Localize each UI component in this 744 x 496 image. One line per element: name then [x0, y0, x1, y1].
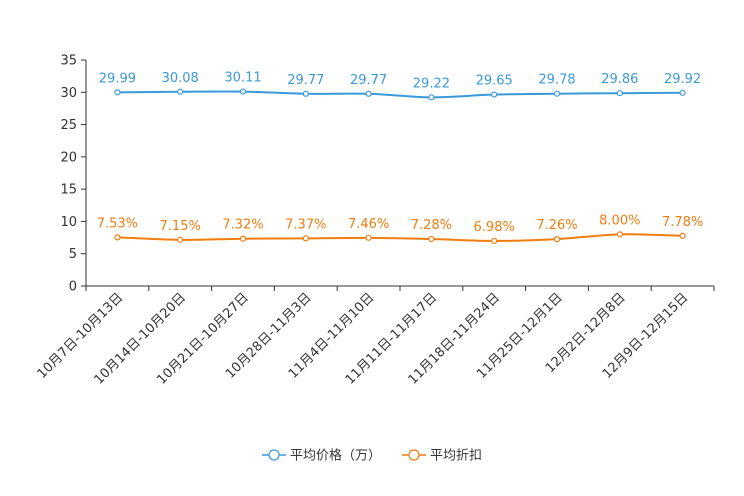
data-point [616, 90, 623, 97]
data-label: 7.26% [536, 218, 577, 233]
data-label: 7.46% [348, 217, 389, 232]
series-line [117, 90, 683, 99]
data-point [365, 90, 372, 97]
data-point [302, 90, 309, 97]
data-label: 7.78% [662, 215, 703, 230]
data-label: 30.11 [224, 71, 261, 86]
legend-marker [408, 449, 420, 461]
data-label: 29.77 [287, 73, 324, 88]
data-label: 29.77 [350, 73, 387, 88]
legend-label: 平均折扣 [430, 449, 482, 464]
data-point [553, 236, 561, 243]
series-layer: 29.99 30.08 30.11 29.77 29.77 29.22 29.65 29.78… [97, 71, 703, 245]
y-tick-label: 10 [60, 215, 77, 230]
data-point [114, 234, 121, 241]
data-label: 7.37% [285, 217, 326, 232]
data-point [616, 231, 623, 238]
data-point [177, 88, 184, 95]
y-tick-label: 35 [60, 54, 77, 69]
x-axis: 10月7日-10月13日10月14日-10月20日10月21日-10月27日10… [35, 285, 715, 388]
data-point [679, 232, 686, 239]
data-point [491, 91, 498, 98]
data-label: 7.53% [97, 216, 138, 231]
y-tick-label: 30 [60, 86, 77, 101]
series-1: 7.53% 7.15% 7.32% 7.37% 7.46% 7.28% 6.98% 7.26%… [97, 213, 703, 245]
data-label: 6.98% [474, 220, 515, 235]
data-label: 7.28% [411, 218, 452, 233]
y-axis: 0 5 10 15 20 25 30 35 [60, 54, 87, 295]
data-label: 29.65 [476, 74, 513, 89]
y-tick-label: 25 [60, 118, 77, 133]
data-point [239, 235, 247, 242]
data-label: 29.92 [664, 72, 701, 87]
legend-item-0[interactable]: 平均价格（万） [262, 448, 381, 464]
data-point [428, 235, 435, 243]
data-label: 29.86 [601, 72, 638, 87]
data-point [114, 89, 121, 96]
data-point [239, 88, 247, 95]
y-tick-label: 15 [60, 183, 77, 198]
data-label: 29.22 [413, 76, 450, 91]
data-point [365, 234, 372, 241]
legend-label: 平均价格（万） [290, 448, 381, 464]
series-0: 29.99 30.08 30.11 29.77 29.77 29.22 29.65 29.78… [99, 71, 701, 101]
legend-marker [268, 449, 280, 461]
data-point [553, 90, 561, 97]
y-tick-label: 5 [69, 247, 77, 262]
data-label: 7.32% [222, 218, 263, 233]
data-label: 7.15% [160, 219, 201, 234]
series-line [117, 233, 683, 242]
data-label: 30.08 [162, 71, 199, 86]
data-point [491, 237, 498, 245]
y-tick-label: 0 [69, 280, 77, 295]
data-label: 8.00% [599, 213, 640, 228]
data-point [177, 236, 184, 243]
data-point [302, 235, 309, 242]
data-point [428, 94, 435, 101]
legend[interactable]: 平均价格（万） 平均折扣 [262, 448, 482, 464]
y-tick-label: 20 [60, 150, 77, 165]
legend-item-1[interactable]: 平均折扣 [402, 449, 482, 464]
data-label: 29.99 [99, 71, 136, 86]
data-label: 29.78 [538, 73, 575, 88]
data-point [679, 89, 686, 96]
